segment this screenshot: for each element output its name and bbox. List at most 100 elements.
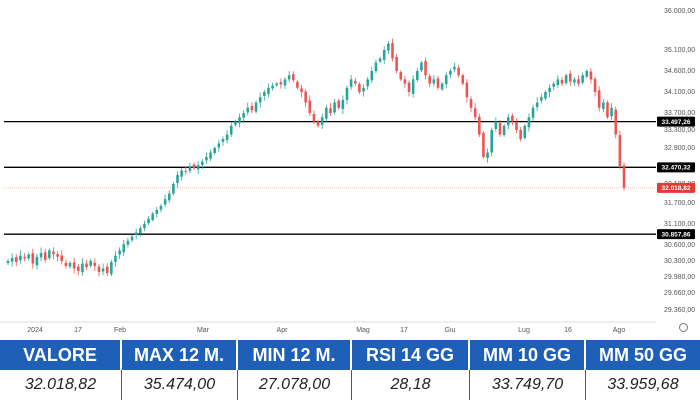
candle-body [6,261,10,263]
x-tick-label: Mar [197,327,210,334]
candle-body [548,87,551,92]
candle-body [283,79,287,86]
candle-body [589,71,593,80]
candle-body [221,139,225,142]
candle-body [105,266,109,273]
candle-body [35,256,39,266]
candle-body [151,213,154,221]
candle-body [399,72,403,80]
level-label: 30.857,86 [662,231,691,238]
candle-body [478,116,481,135]
candle-body [349,79,353,87]
candle-body [424,61,427,76]
candle-body [440,83,444,90]
candle-body [291,74,295,81]
y-tick-label: 36.000,00 [664,8,695,15]
candle-body [436,78,440,88]
candle-body [416,71,419,80]
candle-body [308,100,312,113]
gear-icon[interactable] [679,323,688,332]
candle-body [130,236,134,241]
candle-body [573,79,576,83]
candle-body [519,130,522,139]
y-tick-label: 33.700,00 [664,110,695,117]
candle-body [370,71,374,81]
candle-body [93,262,97,266]
candle-body [581,75,584,83]
y-tick-label: 34.100,00 [664,89,695,96]
candle-body [275,83,279,86]
candle-body [618,135,622,166]
candle-body [358,84,361,92]
candle-body [201,161,204,166]
candle-body [602,102,605,110]
candle-body [172,184,175,194]
candle-body [159,205,163,210]
y-tick-label: 31.100,00 [664,221,695,228]
candle-body [560,79,564,84]
candle-body [329,108,332,113]
x-tick-label: 17 [400,327,408,334]
candle-body [568,73,572,82]
candle-body [614,109,618,135]
candle-body [610,107,613,117]
candle-body [134,232,138,236]
candle-body [209,152,212,159]
value-rsi-14gg: 28,18 [352,370,470,400]
candle-body [85,263,88,267]
candle-body [486,152,489,159]
level-label-box [657,162,695,173]
candle-body [300,88,303,92]
candle-body [540,97,543,101]
stats-value-row: 32.018,82 35.474,00 27.078,00 28,18 33.7… [0,370,700,400]
candle-body [391,42,394,59]
candle-body [279,82,283,85]
candle-body [312,114,316,122]
candle-body [126,240,130,245]
candle-body [254,102,258,112]
chart-area: 36.000,00 35.100,00 34.600,00 34.100,00 33.7… [0,8,695,334]
candle-body [465,82,469,98]
candle-body [180,170,183,177]
header-valore: VALORE [0,340,122,370]
x-tick-label: 2024 [27,327,43,334]
candle-body [23,256,26,259]
candle-body [469,99,473,108]
candle-body [184,171,188,173]
candle-body [101,268,105,272]
candle-body [341,99,345,110]
candle-body [432,79,436,84]
candle-body [14,257,18,262]
candle-body [143,224,146,229]
candle-body [585,71,589,77]
candle-body [511,115,514,122]
candle-body [234,121,237,125]
candle-body [176,175,179,183]
candle-body [490,130,493,153]
candle-body [242,113,245,118]
header-mm-10gg: MM 10 GG [470,340,586,370]
x-tick-label: Feb [114,327,126,334]
value-min-12m: 27.078,00 [238,370,352,400]
candlestick-chart: 36.000,00 35.100,00 34.600,00 34.100,00 33.7… [0,8,695,334]
candle-body [31,253,35,264]
x-tick-label: Lug [518,327,530,334]
candle-body [449,71,452,75]
candle-body [217,143,221,148]
candle-body [110,262,113,275]
candle-body [246,107,250,113]
candle-body [564,75,568,84]
y-tick-label: 29.360,00 [664,307,695,314]
candle-body [10,257,14,262]
candle-body [81,263,84,273]
candle-body [39,253,43,258]
candle-body [461,75,465,84]
candle-body [287,75,291,80]
candle-body [225,134,229,141]
candle-body [407,82,411,92]
candle-body [271,85,274,89]
candle-body [43,252,47,260]
candle-body [196,165,200,170]
candle-body [316,121,320,126]
x-tick-label: Ago [613,327,626,334]
